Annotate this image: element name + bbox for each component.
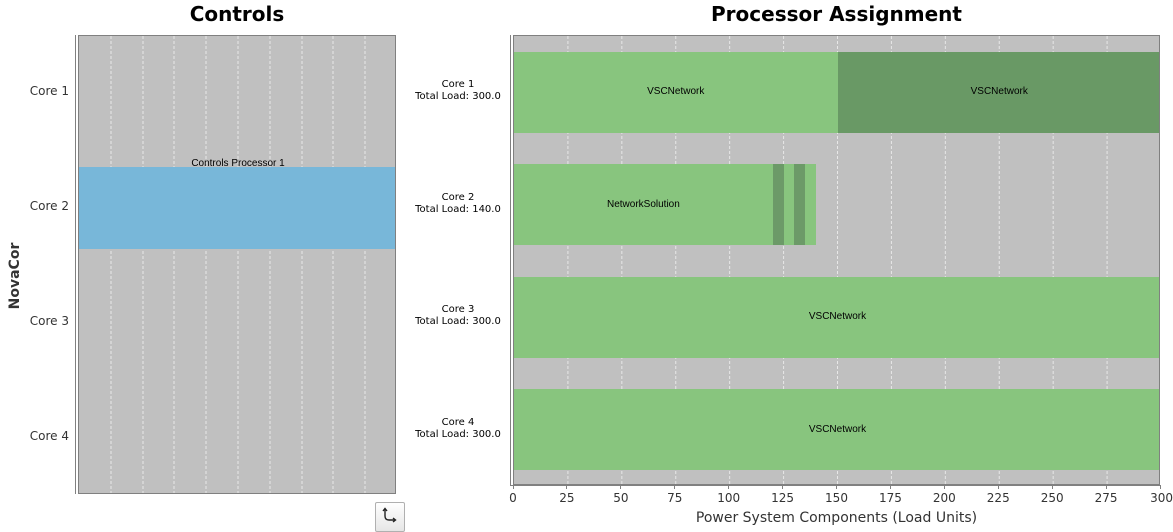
x-tick-label: 300: [1150, 491, 1173, 505]
controls-y-axis-line: [75, 35, 76, 494]
controls-plot-area[interactable]: Controls Processor 1: [78, 35, 396, 494]
assignment-bar-label: VSCNetwork: [808, 311, 867, 323]
x-tick-mark: [620, 485, 622, 489]
x-tick-label: 175: [878, 491, 902, 505]
controls-core-label: Core 2: [29, 199, 69, 214]
x-tick-label: 0: [509, 491, 517, 505]
x-tick-label: 200: [932, 491, 956, 505]
x-tick-label: 100: [717, 491, 741, 505]
x-tick-label: 225: [986, 491, 1010, 505]
x-tick-label: 275: [1094, 491, 1118, 505]
x-tick-mark: [1159, 485, 1161, 489]
assignment-bar-label: NetworkSolution: [606, 198, 680, 210]
x-tick-label: 75: [667, 491, 683, 505]
assignment-bar-segment[interactable]: [514, 276, 1159, 358]
x-tick-label: 25: [559, 491, 575, 505]
assignment-bar-segment[interactable]: [772, 164, 784, 246]
x-tick-mark: [997, 485, 999, 489]
core-name: Core 2: [441, 191, 475, 203]
x-tick-mark: [1105, 485, 1107, 489]
x-tick-mark: [836, 485, 837, 489]
assignment-bar-segment[interactable]: [514, 389, 1159, 471]
novacor-side-label: NovaCor: [7, 242, 23, 310]
controls-core-label: Core 3: [29, 313, 69, 328]
x-tick-label: 150: [825, 491, 848, 505]
assignment-bar-label: VSCNetwork: [647, 86, 705, 98]
core-total-load: Total Load: 300.0: [415, 316, 501, 328]
core-total-load: Total Load: 300.0: [415, 428, 501, 440]
core-total-load: Total Load: 300.0: [415, 91, 501, 103]
assignment-core-label: Core 4 Total Load: 300.0: [410, 417, 506, 441]
core-total-load: Total Load: 140.0: [415, 203, 501, 215]
x-tick-mark: [943, 485, 945, 489]
controls-title: Controls: [189, 2, 285, 26]
x-tick-mark: [889, 485, 891, 489]
controls-processor-label: Controls Processor 1: [191, 157, 285, 169]
controls-core-label: Core 1: [29, 84, 69, 99]
assignment-bar-segment[interactable]: [783, 164, 795, 246]
assignment-title: Processor Assignment: [711, 2, 962, 26]
controls-processor-bar[interactable]: [79, 166, 395, 250]
x-tick-label: 125: [771, 491, 795, 505]
x-tick-label: 250: [1040, 491, 1064, 505]
x-tick-mark: [728, 485, 730, 489]
core-name: Core 1: [441, 79, 475, 91]
x-tick-mark: [782, 485, 784, 489]
x-tick-mark: [1051, 485, 1053, 489]
assignment-x-axis-title: Power System Components (Load Units): [695, 510, 978, 526]
x-tick-mark: [512, 485, 514, 489]
assignment-core-label: Core 2 Total Load: 140.0: [410, 192, 506, 216]
assignment-x-axis-line: [510, 485, 1160, 486]
swap-panels-button[interactable]: [375, 502, 405, 532]
assignment-core-label: Core 3 Total Load: 300.0: [410, 304, 506, 328]
swap-arrows-icon: [381, 506, 399, 529]
x-tick-mark: [566, 485, 568, 489]
assignment-bar-segment[interactable]: [837, 51, 1159, 133]
assignment-bar-segment[interactable]: [514, 164, 773, 246]
x-tick-mark: [674, 485, 676, 489]
assignment-bar-label: VSCNetwork: [970, 86, 1028, 98]
assignment-core-label: Core 1 Total Load: 300.0: [410, 79, 506, 103]
assignment-bar-segment[interactable]: [805, 164, 816, 246]
assignment-bar-segment[interactable]: [514, 51, 838, 133]
x-tick-label: 50: [613, 491, 629, 505]
controls-gridlines: [110, 36, 366, 493]
assignment-bar-label: VSCNetwork: [808, 423, 867, 435]
assignment-bar-segment[interactable]: [794, 164, 806, 246]
controls-core-label: Core 4: [29, 428, 69, 443]
assignment-y-axis-line: [510, 35, 511, 485]
core-name: Core 3: [441, 304, 475, 316]
core-name: Core 4: [441, 416, 475, 428]
assignment-plot-area[interactable]: VSCNetwork VSCNetwork NetworkSolution VSCNe…: [513, 35, 1160, 485]
